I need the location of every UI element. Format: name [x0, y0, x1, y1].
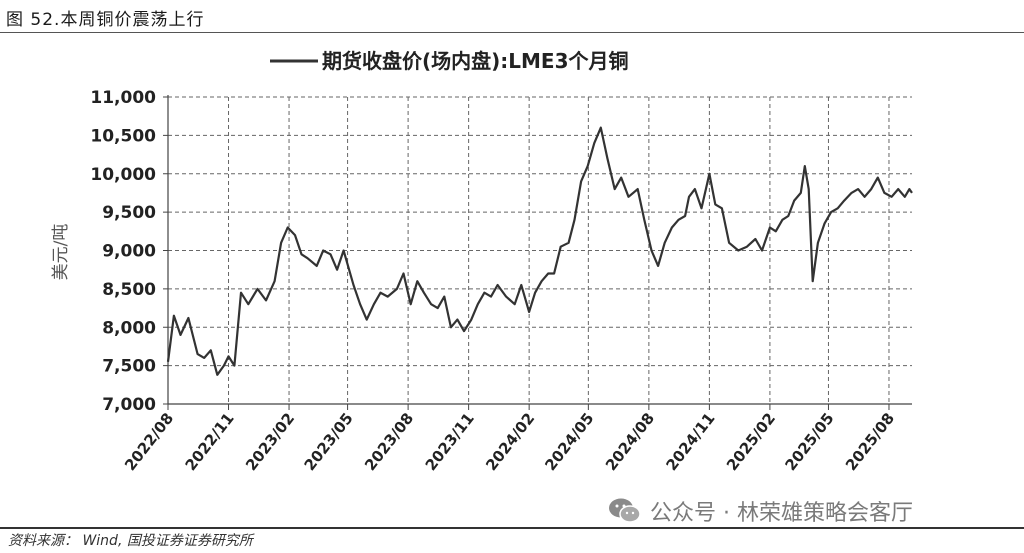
x-tick-label: 2025/05 — [781, 409, 837, 474]
x-tick-label: 2024/05 — [541, 409, 597, 474]
y-tick-label: 8,500 — [102, 280, 156, 300]
bottom-rule — [0, 527, 1024, 529]
y-tick-label: 7,000 — [102, 395, 156, 415]
y-tick-label: 8,000 — [102, 318, 156, 338]
x-tick-label: 2023/11 — [422, 409, 478, 474]
x-tick-labels: 2022/08 2022/11 2023/02 2023/05 2023/08 2023/… — [121, 409, 898, 474]
top-rule — [0, 32, 1024, 33]
source-note: 资料来源： Wind, 国投证券证券研究所 — [8, 533, 253, 549]
y-tick-label: 10,500 — [90, 126, 156, 146]
x-tick-label: 2025/08 — [842, 409, 898, 474]
x-tick-label: 2022/08 — [121, 409, 177, 474]
x-tick-label: 2023/02 — [242, 409, 298, 474]
y-axis-label: 美元/吨 — [51, 224, 71, 281]
watermark: 公众号 · 林荣雄策略会客厅 — [608, 495, 913, 527]
watermark-text: 公众号 · 林荣雄策略会客厅 — [650, 501, 913, 526]
x-tick-label: 2025/02 — [723, 409, 779, 474]
x-tick-label: 2022/11 — [182, 409, 238, 474]
y-tick-label: 9,500 — [102, 203, 156, 223]
y-tick-label: 10,000 — [90, 165, 156, 185]
y-tick-label: 11,000 — [90, 88, 156, 108]
y-tick-label: 7,500 — [102, 357, 156, 377]
y-tick-label: 9,000 — [102, 242, 156, 262]
x-tick-label: 2024/08 — [602, 409, 658, 474]
wechat-icon — [609, 498, 641, 523]
x-tick-label: 2023/08 — [361, 409, 417, 474]
legend-label: 期货收盘价(场内盘):LME3个月铜 — [322, 49, 629, 73]
y-tick-labels: 7,000 7,500 8,000 8,500 9,000 9,500 10,000 10,5… — [90, 88, 156, 415]
legend: 期货收盘价(场内盘):LME3个月铜 — [270, 49, 629, 73]
axes — [163, 95, 912, 410]
gridlines — [167, 96, 912, 404]
x-tick-label: 2024/02 — [482, 409, 538, 474]
figure-title: 图 52.本周铜价震荡上行 — [6, 10, 205, 30]
series-line-lme-copper — [166, 126, 913, 376]
x-tick-label: 2024/11 — [662, 409, 718, 474]
x-tick-label: 2023/05 — [301, 409, 357, 474]
